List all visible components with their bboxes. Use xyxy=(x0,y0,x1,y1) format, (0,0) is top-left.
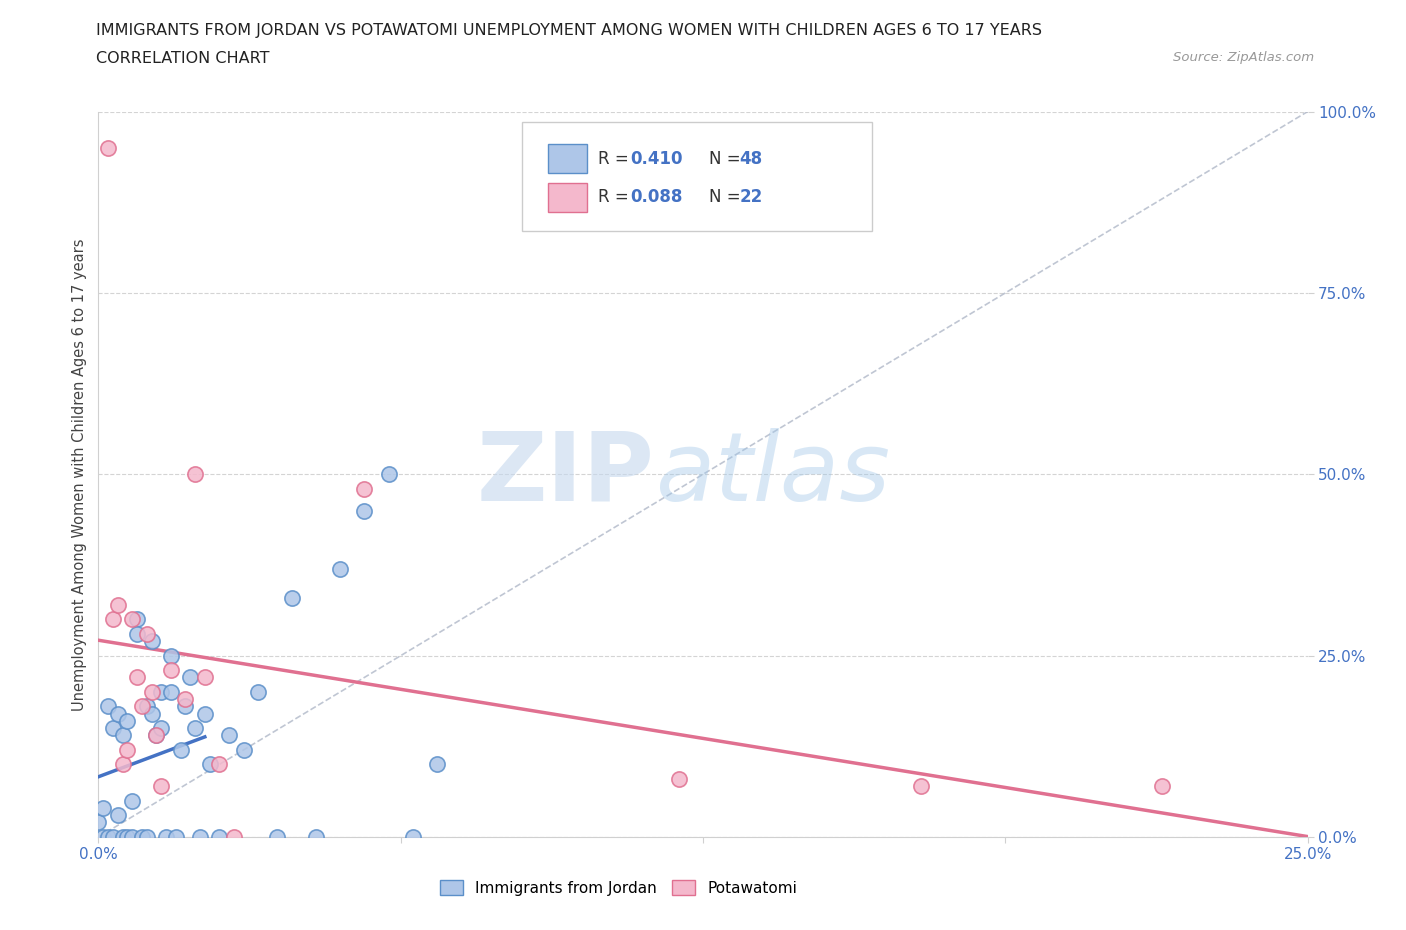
Point xyxy=(155,830,177,844)
Text: R =: R = xyxy=(598,188,634,206)
Point xyxy=(127,627,149,642)
Point xyxy=(91,801,114,816)
Point xyxy=(121,612,143,627)
Point xyxy=(169,742,191,757)
Point xyxy=(174,692,197,707)
Point xyxy=(127,670,149,684)
Point xyxy=(101,830,124,844)
Text: IMMIGRANTS FROM JORDAN VS POTAWATOMI UNEMPLOYMENT AMONG WOMEN WITH CHILDREN AGES: IMMIGRANTS FROM JORDAN VS POTAWATOMI UNE… xyxy=(96,23,1042,38)
Point xyxy=(150,721,173,736)
Point xyxy=(121,830,143,844)
Point xyxy=(281,591,304,605)
Text: 0.410: 0.410 xyxy=(630,150,683,167)
Point xyxy=(668,772,690,787)
Text: N =: N = xyxy=(709,188,747,206)
Text: N =: N = xyxy=(709,150,747,167)
Point xyxy=(135,830,157,844)
Point xyxy=(97,140,120,155)
Point xyxy=(247,684,270,699)
Text: atlas: atlas xyxy=(655,428,890,521)
Bar xyxy=(548,144,586,173)
Point xyxy=(141,684,163,699)
Point xyxy=(910,778,932,793)
Point xyxy=(208,757,231,772)
Point xyxy=(305,830,328,844)
Point xyxy=(131,699,153,714)
Point xyxy=(426,757,449,772)
Point xyxy=(194,706,217,721)
Point xyxy=(111,728,134,743)
Point xyxy=(198,757,221,772)
Bar xyxy=(548,182,586,212)
Point xyxy=(135,699,157,714)
Text: 0.088: 0.088 xyxy=(630,188,683,206)
Point xyxy=(135,627,157,642)
Point xyxy=(141,633,163,648)
Text: 48: 48 xyxy=(740,150,762,167)
Point xyxy=(194,670,217,684)
Point xyxy=(117,830,139,844)
Point xyxy=(107,597,129,612)
FancyBboxPatch shape xyxy=(522,123,872,232)
Point xyxy=(107,808,129,823)
Point xyxy=(107,706,129,721)
Point xyxy=(127,612,149,627)
Point xyxy=(184,467,207,482)
Point xyxy=(222,830,245,844)
Point xyxy=(131,830,153,844)
Point xyxy=(101,721,124,736)
Point xyxy=(101,612,124,627)
Point xyxy=(266,830,288,844)
Text: CORRELATION CHART: CORRELATION CHART xyxy=(96,51,269,66)
Point xyxy=(141,706,163,721)
Point xyxy=(91,830,114,844)
Text: R =: R = xyxy=(598,150,634,167)
Point xyxy=(1152,778,1174,793)
Y-axis label: Unemployment Among Women with Children Ages 6 to 17 years: Unemployment Among Women with Children A… xyxy=(72,238,87,711)
Point xyxy=(179,670,201,684)
Point xyxy=(353,482,375,497)
Point xyxy=(218,728,240,743)
Point xyxy=(97,830,120,844)
Point xyxy=(402,830,425,844)
Point xyxy=(353,503,375,518)
Point xyxy=(160,648,183,663)
Point xyxy=(150,778,173,793)
Point xyxy=(329,561,352,576)
Point xyxy=(121,793,143,808)
Point xyxy=(97,699,120,714)
Point xyxy=(165,830,187,844)
Point xyxy=(150,684,173,699)
Legend: Immigrants from Jordan, Potawatomi: Immigrants from Jordan, Potawatomi xyxy=(433,873,803,902)
Point xyxy=(145,728,167,743)
Point xyxy=(145,728,167,743)
Point xyxy=(117,742,139,757)
Text: 22: 22 xyxy=(740,188,762,206)
Text: ZIP: ZIP xyxy=(477,428,655,521)
Point xyxy=(377,467,399,482)
Point xyxy=(184,721,207,736)
Point xyxy=(160,684,183,699)
Point xyxy=(111,757,134,772)
Point xyxy=(117,713,139,728)
Point xyxy=(232,742,254,757)
Point xyxy=(174,699,197,714)
Point xyxy=(208,830,231,844)
Point xyxy=(111,830,134,844)
Point xyxy=(87,815,110,830)
Point xyxy=(160,663,183,678)
Text: Source: ZipAtlas.com: Source: ZipAtlas.com xyxy=(1174,51,1315,64)
Point xyxy=(188,830,211,844)
